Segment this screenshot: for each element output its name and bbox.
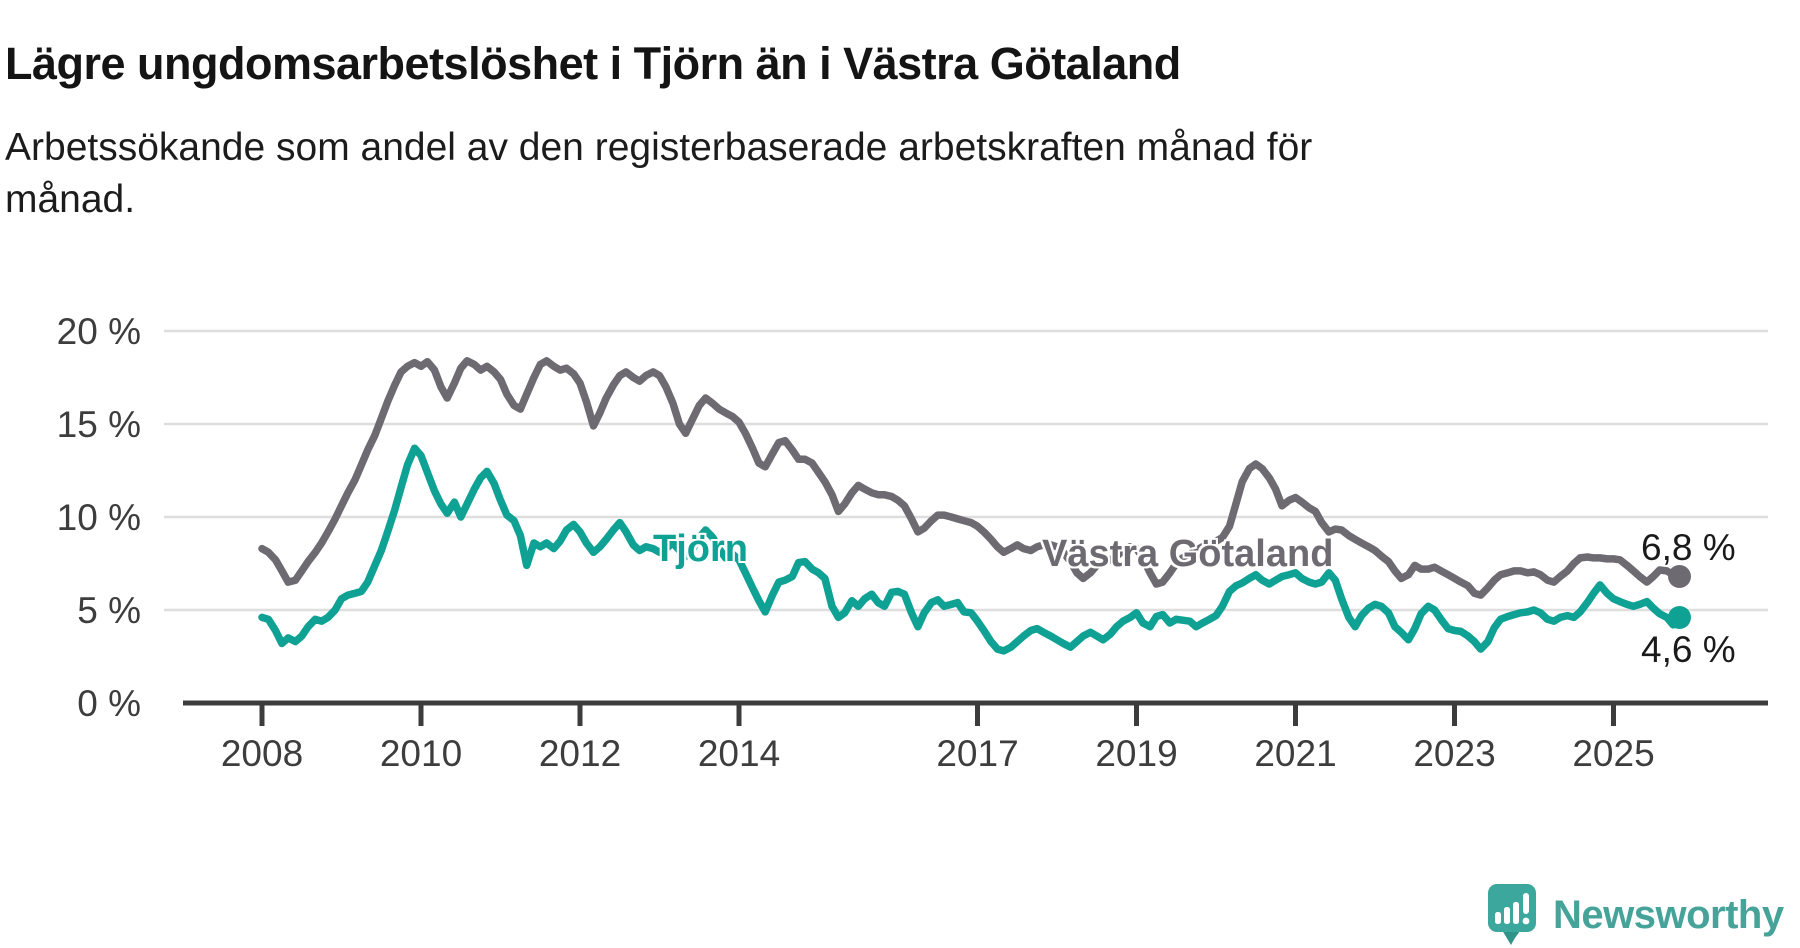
- end-value-tjorn: 4,6 %: [1641, 629, 1736, 670]
- series-end-dot-tj-rn: [1667, 605, 1691, 629]
- y-axis-tick-label: 5 %: [77, 590, 141, 631]
- subtitle-line-2: månad.: [5, 178, 136, 221]
- series-label-tjorn: Tjörn: [653, 528, 748, 570]
- newsworthy-logo: Newsworthy: [1488, 884, 1784, 946]
- y-axis-tick-label: 15 %: [57, 404, 141, 445]
- series-line-v-stra-g-taland: [258, 357, 1684, 599]
- chart-subtitle: Arbetssökande som andel av den registerb…: [5, 122, 1705, 226]
- subtitle-line-1: Arbetssökande som andel av den registerb…: [5, 126, 1313, 169]
- x-axis-tick-label: 2010: [380, 733, 462, 774]
- page-title: Lägre ungdomsarbetslöshet i Tjörn än i V…: [5, 38, 1181, 90]
- newsworthy-icon: [1488, 884, 1536, 945]
- end-value-vastra-gotaland: 6,8 %: [1641, 527, 1736, 568]
- newsworthy-wordmark: Newsworthy: [1553, 892, 1784, 937]
- y-axis-tick-label: 0 %: [77, 683, 141, 724]
- x-axis-tick-label: 2017: [936, 733, 1018, 774]
- x-axis-tick-label: 2021: [1254, 733, 1336, 774]
- series-end-dot-v-stra-g-taland: [1667, 565, 1691, 589]
- y-axis-tick-label: 10 %: [57, 497, 141, 538]
- x-axis-tick-label: 2012: [539, 733, 621, 774]
- x-axis-tick-label: 2023: [1413, 733, 1495, 774]
- x-axis-tick-label: 2019: [1095, 733, 1177, 774]
- y-axis-tick-label: 20 %: [57, 311, 141, 352]
- series-line-tj-rn: [258, 444, 1684, 655]
- series-label-vastra-gotaland: Västra Götaland: [1042, 533, 1334, 575]
- x-axis-tick-label: 2008: [221, 733, 303, 774]
- x-axis-tick-label: 2025: [1572, 733, 1654, 774]
- x-axis-tick-label: 2014: [698, 733, 780, 774]
